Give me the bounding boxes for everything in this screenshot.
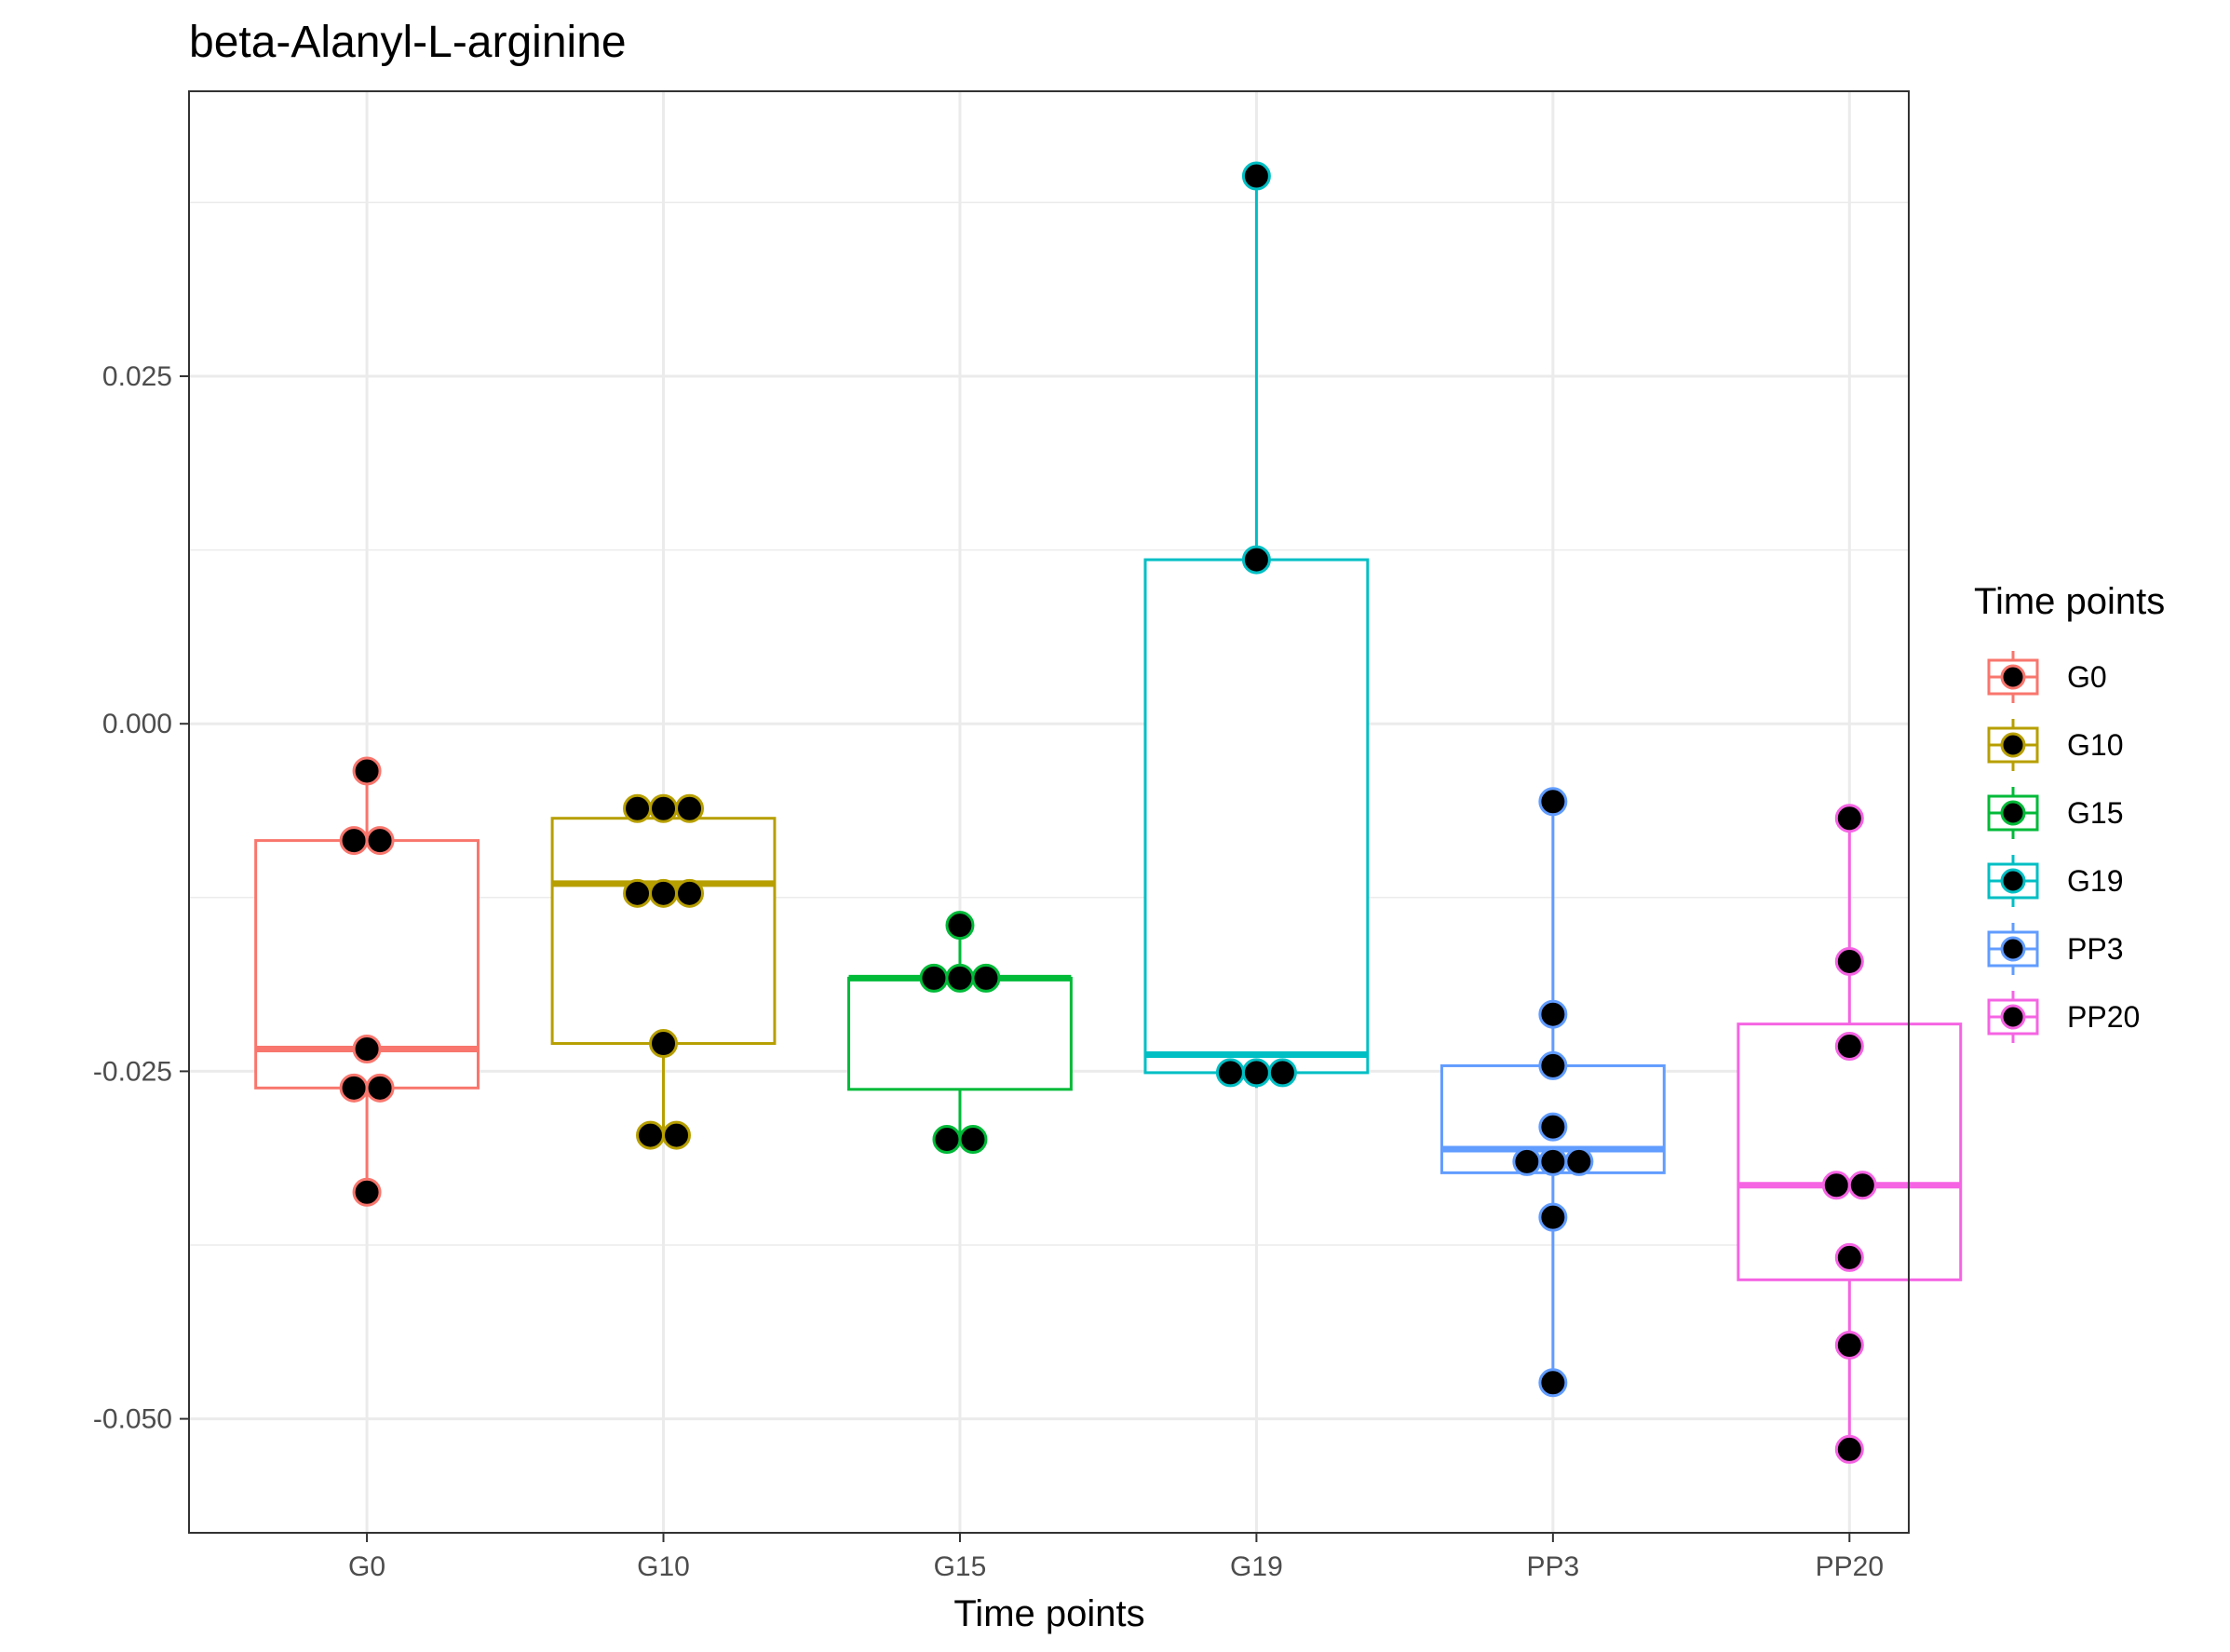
data-point [1834,1330,1864,1360]
legend-key-point [2000,1004,2026,1030]
legend-item-G15: G15 [1987,787,2123,839]
chart-title: beta-Alanyl-L-arginine [189,18,627,67]
box-G19 [1143,176,1370,1089]
data-point [1538,1146,1568,1176]
data-point [1267,1058,1297,1088]
data-point [1538,1112,1568,1142]
data-point [352,1177,382,1207]
x-axis: G0 G10 G15 G19 PP3 PP20 [348,1533,1884,1582]
box-body [847,976,1073,1091]
box-G15 [847,925,1073,1140]
data-point [1538,1368,1568,1398]
data-point [1834,1032,1864,1062]
data-point [365,1073,395,1103]
legend-label: G15 [2067,796,2123,830]
data-point [365,826,395,856]
data-point [352,756,382,786]
y-axis: -0.050 -0.025 0.000 0.025 [93,361,189,1435]
legend-key-point [2000,800,2026,826]
plot-panel-border [188,90,1910,1534]
boxes-layer [254,176,1963,1450]
y-tick-label: 0.000 [102,709,172,739]
data-point [1241,1058,1271,1088]
x-tick-label: PP20 [1816,1551,1884,1582]
box-body [1143,558,1370,1075]
data-point [352,1035,382,1064]
y-tick-label: 0.025 [102,361,172,392]
data-point [1512,1146,1542,1176]
data-point [958,1125,988,1155]
legend-title: Time points [1974,581,2165,622]
x-axis-title: Time points [953,1593,1144,1634]
legend-label: G19 [2067,864,2123,898]
legend: Time points G0 G10 G15 G19 PP3 PP20 [1974,581,2165,1043]
x-tick-label: G15 [934,1551,987,1582]
data-point [1834,1242,1864,1272]
legend-key-point [2000,664,2026,690]
box-G10 [550,808,777,1136]
data-point [1834,804,1864,833]
data-point [1241,545,1271,575]
data-point [1538,1050,1568,1080]
legend-item-G10: G10 [1987,719,2123,771]
data-point [971,963,1001,993]
legend-item-PP3: PP3 [1987,923,2123,975]
legend-label: PP20 [2067,1000,2140,1034]
data-point [649,878,679,908]
data-point [1834,946,1864,976]
data-point [1847,1171,1877,1200]
data-point [1241,161,1271,191]
grid [189,91,1909,1533]
y-tick-label: -0.025 [93,1056,172,1087]
data-point [945,911,975,941]
data-point [675,793,705,823]
legend-item-G19: G19 [1987,855,2123,907]
data-point [919,963,949,993]
y-tick-label: -0.050 [93,1404,172,1435]
box-body [550,817,777,1046]
data-point [1821,1171,1851,1200]
data-point [623,793,653,823]
box-body [1737,1022,1963,1281]
legend-item-G0: G0 [1987,651,2107,703]
points-layer [339,161,1877,1464]
legend-key-point [2000,732,2026,758]
data-point [675,878,705,908]
data-point [1538,787,1568,817]
data-point [1834,1434,1864,1464]
x-tick-label: PP3 [1527,1551,1580,1582]
data-point [623,878,653,908]
data-point [932,1125,962,1155]
data-point [662,1120,692,1150]
x-tick-label: G10 [637,1551,690,1582]
data-point [1538,999,1568,1029]
data-point [339,826,369,856]
data-point [1215,1058,1245,1088]
legend-item-PP20: PP20 [1987,991,2140,1043]
box-PP20 [1737,818,1963,1450]
legend-label: G0 [2067,660,2107,694]
x-tick-label: G0 [348,1551,385,1582]
legend-label: PP3 [2067,932,2123,966]
data-point [1564,1146,1594,1176]
legend-key-point [2000,936,2026,962]
data-point [636,1120,666,1150]
legend-key-point [2000,868,2026,894]
data-point [339,1073,369,1103]
data-point [945,963,975,993]
box-G0 [254,770,480,1193]
data-point [649,1029,679,1059]
legend-label: G10 [2067,728,2123,762]
box-PP3 [1439,801,1666,1383]
data-point [649,793,679,823]
data-point [1538,1202,1568,1232]
x-tick-label: G19 [1230,1551,1283,1582]
